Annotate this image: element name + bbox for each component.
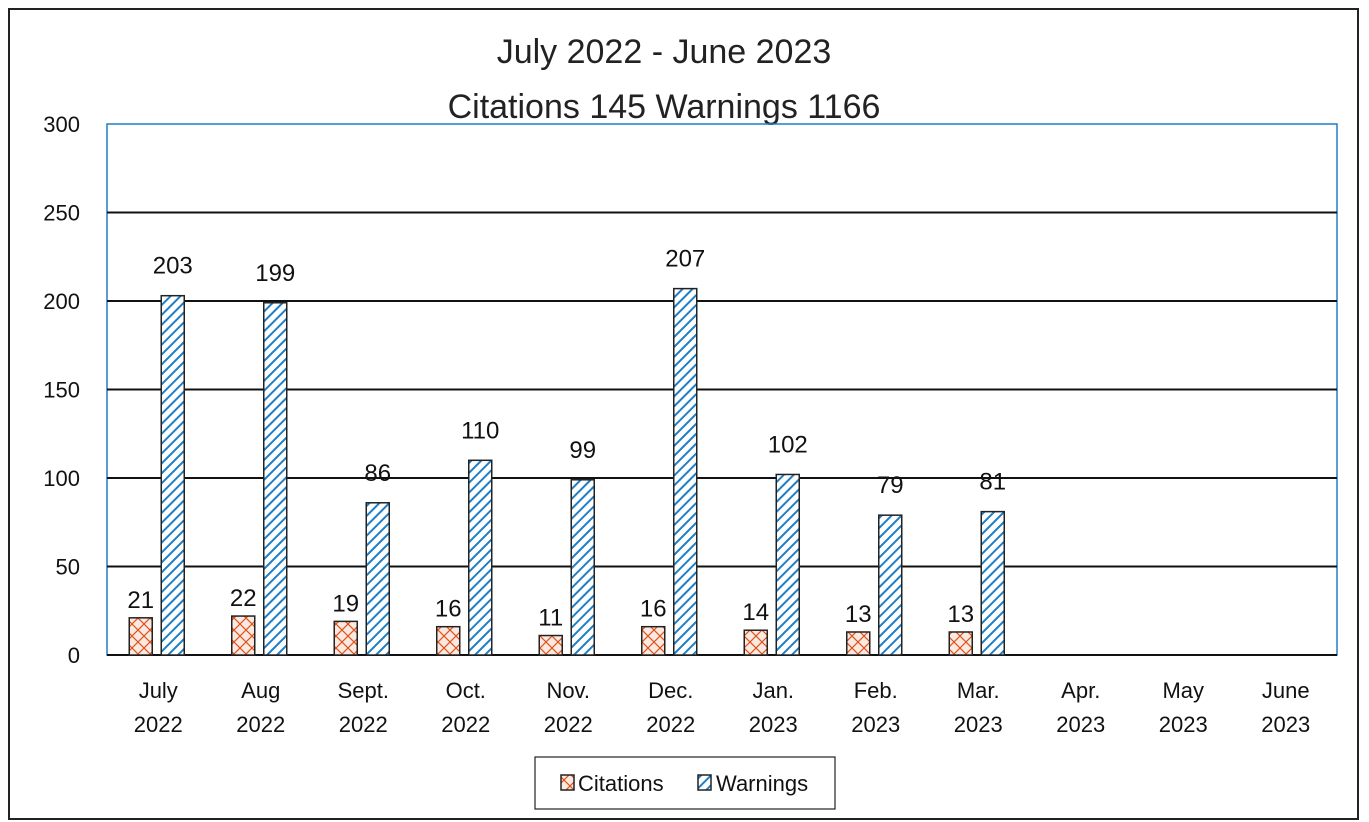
chart-title: July 2022 - June 2023 — [497, 33, 832, 71]
bar-warnings-0 — [160, 294, 185, 656]
bar-warnings-1 — [263, 302, 288, 656]
bar-warnings-3 — [468, 459, 493, 656]
x-tick-label-year: 2023 — [749, 712, 798, 737]
y-tick-label: 0 — [68, 643, 80, 668]
data-labels: 21 203 22 199 19 86 16 110 11 99 16 207 14 102 13 79 13 8… — [127, 246, 1006, 632]
data-label-citations-2: 19 — [332, 590, 359, 617]
x-tick-label-year: 2022 — [544, 712, 593, 737]
x-tick-label-year: 2023 — [1261, 712, 1310, 737]
data-label-citations-4: 11 — [538, 605, 563, 632]
x-tick-label-month: Mar. — [957, 678, 1000, 703]
y-tick-label: 100 — [43, 466, 80, 491]
x-tick-label-month: Sept. — [338, 678, 389, 703]
data-label-warnings-1: 199 — [255, 260, 295, 287]
legend-box — [534, 756, 836, 810]
legend: Citations Warnings — [534, 756, 836, 810]
bar-citations-8 — [948, 631, 973, 656]
x-tick-label-month: Jan. — [752, 678, 794, 703]
bar-warnings-8 — [980, 510, 1005, 656]
x-tick-label-year: 2022 — [339, 712, 388, 737]
data-label-warnings-6: 102 — [768, 431, 808, 458]
data-label-warnings-3: 110 — [461, 417, 499, 444]
data-label-warnings-0: 203 — [153, 253, 193, 280]
x-tick-label-month: Aug — [241, 678, 280, 703]
legend-label-warnings: Warnings — [716, 771, 808, 796]
data-label-citations-3: 16 — [435, 596, 462, 623]
x-tick-label-year: 2023 — [851, 712, 900, 737]
y-tick-label: 300 — [43, 112, 80, 137]
x-tick-label-year: 2022 — [646, 712, 695, 737]
x-tick-label-month: Dec. — [648, 678, 693, 703]
data-label-citations-8: 13 — [947, 601, 974, 628]
bar-warnings-4 — [570, 479, 595, 656]
x-tick-label-year: 2023 — [1159, 712, 1208, 737]
bars — [128, 287, 1005, 656]
x-tick-label-month: Oct. — [446, 678, 486, 703]
x-tick-label-year: 2023 — [954, 712, 1003, 737]
bar-warnings-2 — [365, 502, 390, 656]
bar-citations-3 — [436, 625, 461, 656]
chart-subtitle: Citations 145 Warnings 1166 — [448, 88, 881, 126]
x-tick-label-month: May — [1162, 678, 1204, 703]
data-label-citations-7: 13 — [845, 601, 872, 628]
bar-warnings-7 — [878, 514, 903, 656]
data-label-citations-0: 21 — [127, 587, 154, 614]
x-axis-categories: July 2022 Aug 2022 Sept. 2022 Oct. 2022 Nov. 2022… — [134, 678, 1310, 737]
x-tick-label-month: Nov. — [546, 678, 590, 703]
x-tick-label-year: 2022 — [134, 712, 183, 737]
bar-warnings-6 — [775, 473, 800, 656]
y-tick-label: 50 — [56, 555, 80, 580]
bar-citations-6 — [743, 629, 768, 656]
legend-swatch-citations — [560, 774, 575, 791]
data-label-warnings-2: 86 — [364, 460, 391, 487]
x-tick-label-month: Feb. — [854, 678, 898, 703]
x-tick-label-year: 2022 — [236, 712, 285, 737]
x-tick-label-year: 2023 — [1056, 712, 1105, 737]
x-tick-label-month: July — [139, 678, 178, 703]
bar-citations-4 — [538, 634, 563, 656]
data-label-warnings-5: 207 — [665, 246, 705, 273]
bar-citations-5 — [641, 625, 666, 656]
y-tick-label: 150 — [43, 378, 80, 403]
data-label-warnings-4: 99 — [569, 437, 596, 464]
bar-citations-2 — [333, 620, 358, 656]
bar-citations-7 — [846, 631, 871, 656]
data-label-citations-5: 16 — [640, 596, 667, 623]
legend-label-citations: Citations — [578, 771, 664, 796]
data-label-warnings-8: 81 — [979, 469, 1006, 496]
y-tick-label: 250 — [43, 201, 80, 226]
legend-swatch-warnings — [697, 774, 712, 791]
y-tick-label: 200 — [43, 289, 80, 314]
bar-citations-1 — [231, 615, 256, 656]
y-axis-ticks: 0 50 100 150 200 250 300 — [43, 112, 80, 668]
data-label-citations-1: 22 — [230, 585, 257, 612]
data-label-warnings-7: 79 — [877, 472, 904, 499]
bar-warnings-5 — [673, 287, 698, 656]
bar-citations-0 — [128, 617, 153, 656]
x-tick-label-year: 2022 — [441, 712, 490, 737]
data-label-citations-6: 14 — [742, 599, 769, 626]
gridlines — [107, 211, 1337, 656]
x-tick-label-month: Apr. — [1061, 678, 1100, 703]
x-tick-label-month: June — [1262, 678, 1310, 703]
